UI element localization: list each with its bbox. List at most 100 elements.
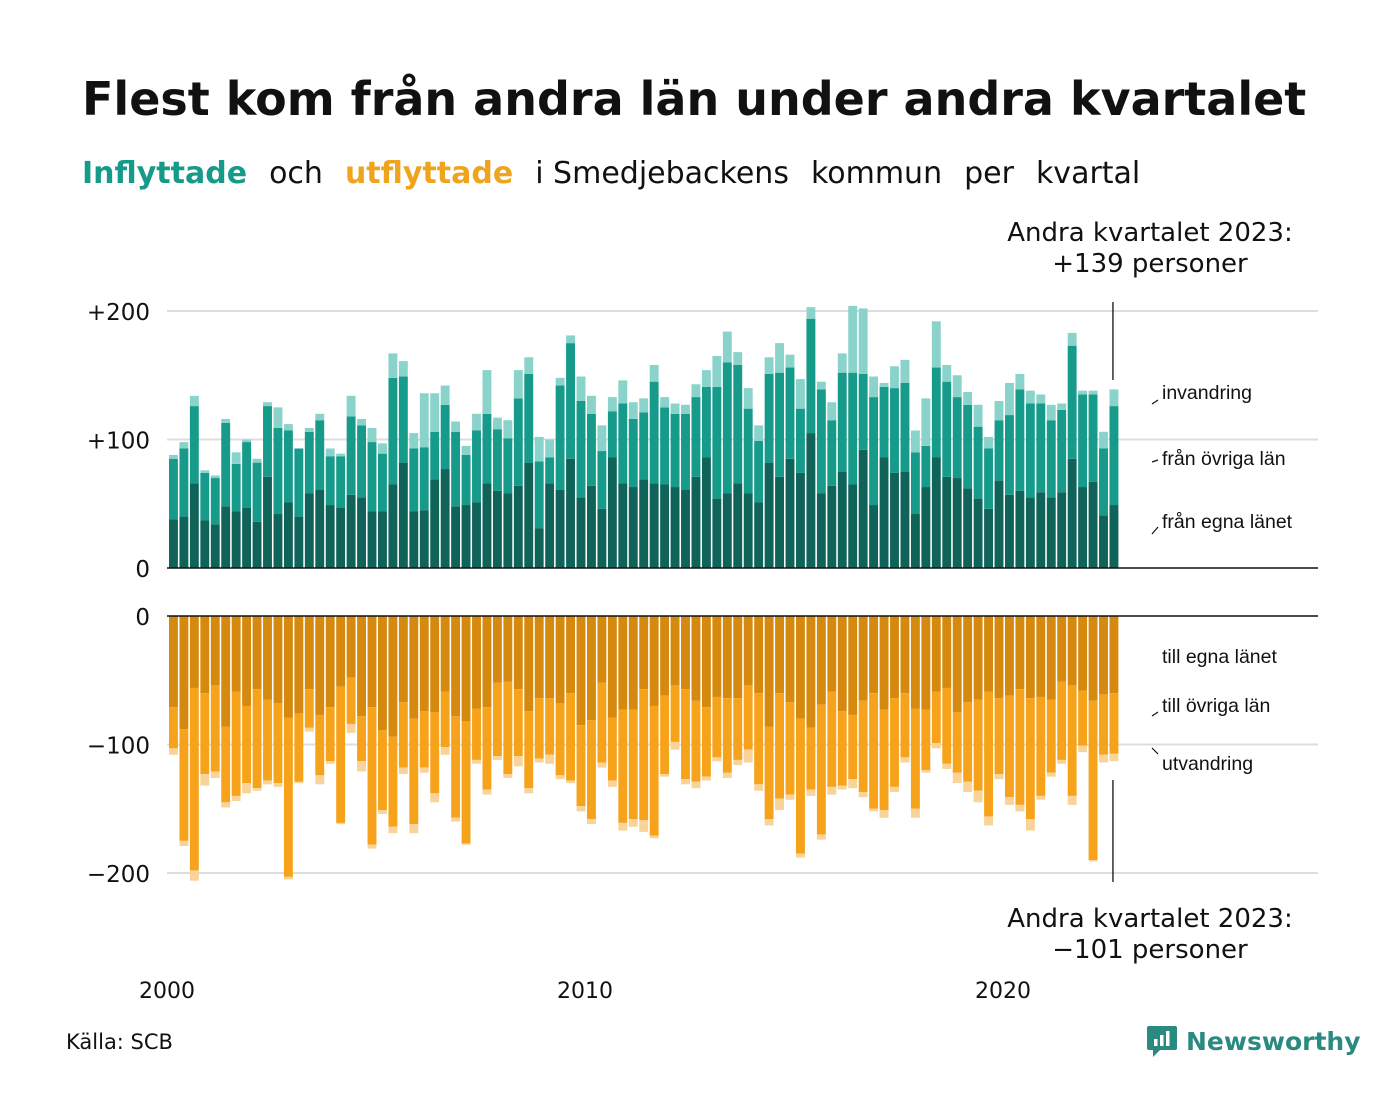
bar-out-0-52 [712, 616, 722, 697]
bar-out-0-7 [242, 616, 252, 706]
bar-in-2-82 [1025, 390, 1035, 404]
bar-in-2-29 [472, 413, 481, 431]
bar-out-2-17 [346, 723, 356, 733]
bar-out-1-28 [461, 721, 471, 844]
bar-in-0-52 [712, 498, 722, 568]
bar-in-2-1 [179, 442, 189, 449]
bar-in-0-43 [618, 483, 628, 568]
bar-in-0-0 [169, 519, 178, 568]
bar-in-1-25 [430, 431, 440, 480]
bar-out-1-46 [649, 705, 659, 836]
bar-out-2-90 [1109, 753, 1119, 762]
bar-in-1-20 [378, 453, 387, 512]
bar-out-2-81 [1015, 804, 1025, 812]
bar-in-2-57 [764, 357, 774, 374]
bar-out-0-29 [472, 616, 481, 709]
bar-out-2-70 [900, 757, 910, 763]
bar-out-1-50 [691, 700, 701, 782]
bar-out-2-11 [283, 876, 293, 880]
bar-out-0-11 [283, 616, 293, 718]
bar-out-1-74 [942, 687, 952, 764]
bar-out-2-69 [890, 786, 899, 793]
bar-out-1-49 [681, 689, 690, 780]
bar-in-2-79 [994, 400, 1004, 421]
bar-out-0-6 [231, 616, 241, 692]
bar-out-0-1 [179, 616, 189, 730]
bar-in-2-88 [1088, 390, 1098, 395]
bar-in-0-10 [273, 514, 283, 568]
bar-out-2-85 [1057, 759, 1067, 764]
bar-out-1-88 [1088, 700, 1098, 861]
bar-in-1-78 [984, 448, 993, 509]
bar-in-2-17 [346, 395, 356, 417]
y-tick-bottom: −100 [87, 734, 150, 760]
bar-out-0-30 [482, 616, 492, 708]
bar-in-1-23 [409, 448, 419, 512]
label-in-2: från egna länet [1162, 511, 1293, 533]
bar-out-1-41 [597, 682, 607, 763]
bar-in-0-58 [775, 476, 784, 568]
bar-in-1-32 [503, 438, 513, 494]
bar-in-1-62 [816, 389, 826, 494]
bar-out-0-4 [210, 616, 220, 686]
bar-out-0-31 [492, 616, 502, 683]
bar-in-2-28 [461, 445, 471, 455]
bar-out-2-26 [440, 747, 450, 755]
bar-in-1-73 [931, 367, 941, 458]
bar-in-1-50 [691, 397, 701, 477]
bar-in-1-80 [1005, 415, 1014, 495]
bar-out-2-40 [587, 819, 596, 825]
bar-in-2-2 [189, 395, 199, 407]
bar-out-2-36 [545, 754, 555, 764]
bar-out-1-52 [712, 696, 722, 758]
bar-out-1-51 [701, 707, 711, 777]
bar-out-1-85 [1057, 681, 1067, 760]
bar-in-2-87 [1078, 390, 1088, 395]
bar-in-2-66 [858, 308, 868, 374]
bar-out-2-44 [628, 819, 638, 827]
bar-in-1-35 [534, 461, 544, 529]
bar-out-2-46 [649, 835, 659, 839]
bar-out-2-55 [743, 749, 753, 763]
bar-out-1-56 [754, 693, 764, 785]
bar-out-1-70 [900, 693, 910, 758]
bar-in-0-11 [283, 502, 293, 568]
bar-in-0-81 [1015, 490, 1025, 568]
brand-name: Newsworthy [1186, 1026, 1361, 1056]
bar-in-2-6 [231, 452, 241, 464]
bar-out-2-54 [733, 759, 743, 766]
bar-in-0-25 [430, 479, 440, 568]
bar-in-2-7 [242, 439, 252, 443]
bar-out-1-80 [1005, 695, 1014, 798]
bar-in-1-10 [273, 427, 283, 515]
bar-in-2-40 [587, 395, 596, 414]
bar-in-2-16 [336, 453, 346, 457]
bar-out-0-80 [1005, 616, 1014, 696]
bar-out-2-23 [409, 824, 419, 834]
bar-in-0-14 [315, 489, 325, 568]
bar-out-1-10 [273, 703, 283, 784]
bar-out-1-68 [879, 709, 889, 811]
bar-out-1-55 [743, 685, 753, 750]
bar-in-0-27 [451, 506, 461, 568]
bar-out-2-60 [796, 853, 805, 858]
bar-out-2-38 [566, 780, 575, 784]
bar-out-1-12 [294, 713, 304, 782]
bar-in-2-76 [963, 391, 973, 405]
bar-out-2-49 [681, 779, 690, 785]
bar-in-1-77 [973, 426, 983, 499]
bar-in-1-30 [482, 413, 492, 484]
bar-out-0-55 [743, 616, 753, 686]
bar-in-2-56 [754, 425, 764, 441]
bar-in-1-52 [712, 386, 722, 499]
bar-out-0-18 [357, 616, 366, 717]
bar-out-0-67 [869, 616, 879, 694]
bar-out-0-40 [587, 616, 596, 721]
bar-in-1-6 [231, 463, 241, 512]
bar-out-2-1 [179, 840, 189, 847]
bar-out-0-44 [628, 616, 638, 710]
bar-in-2-90 [1109, 389, 1119, 407]
bar-out-2-21 [388, 826, 398, 834]
bar-in-0-68 [879, 457, 889, 568]
bar-in-1-83 [1036, 403, 1046, 493]
